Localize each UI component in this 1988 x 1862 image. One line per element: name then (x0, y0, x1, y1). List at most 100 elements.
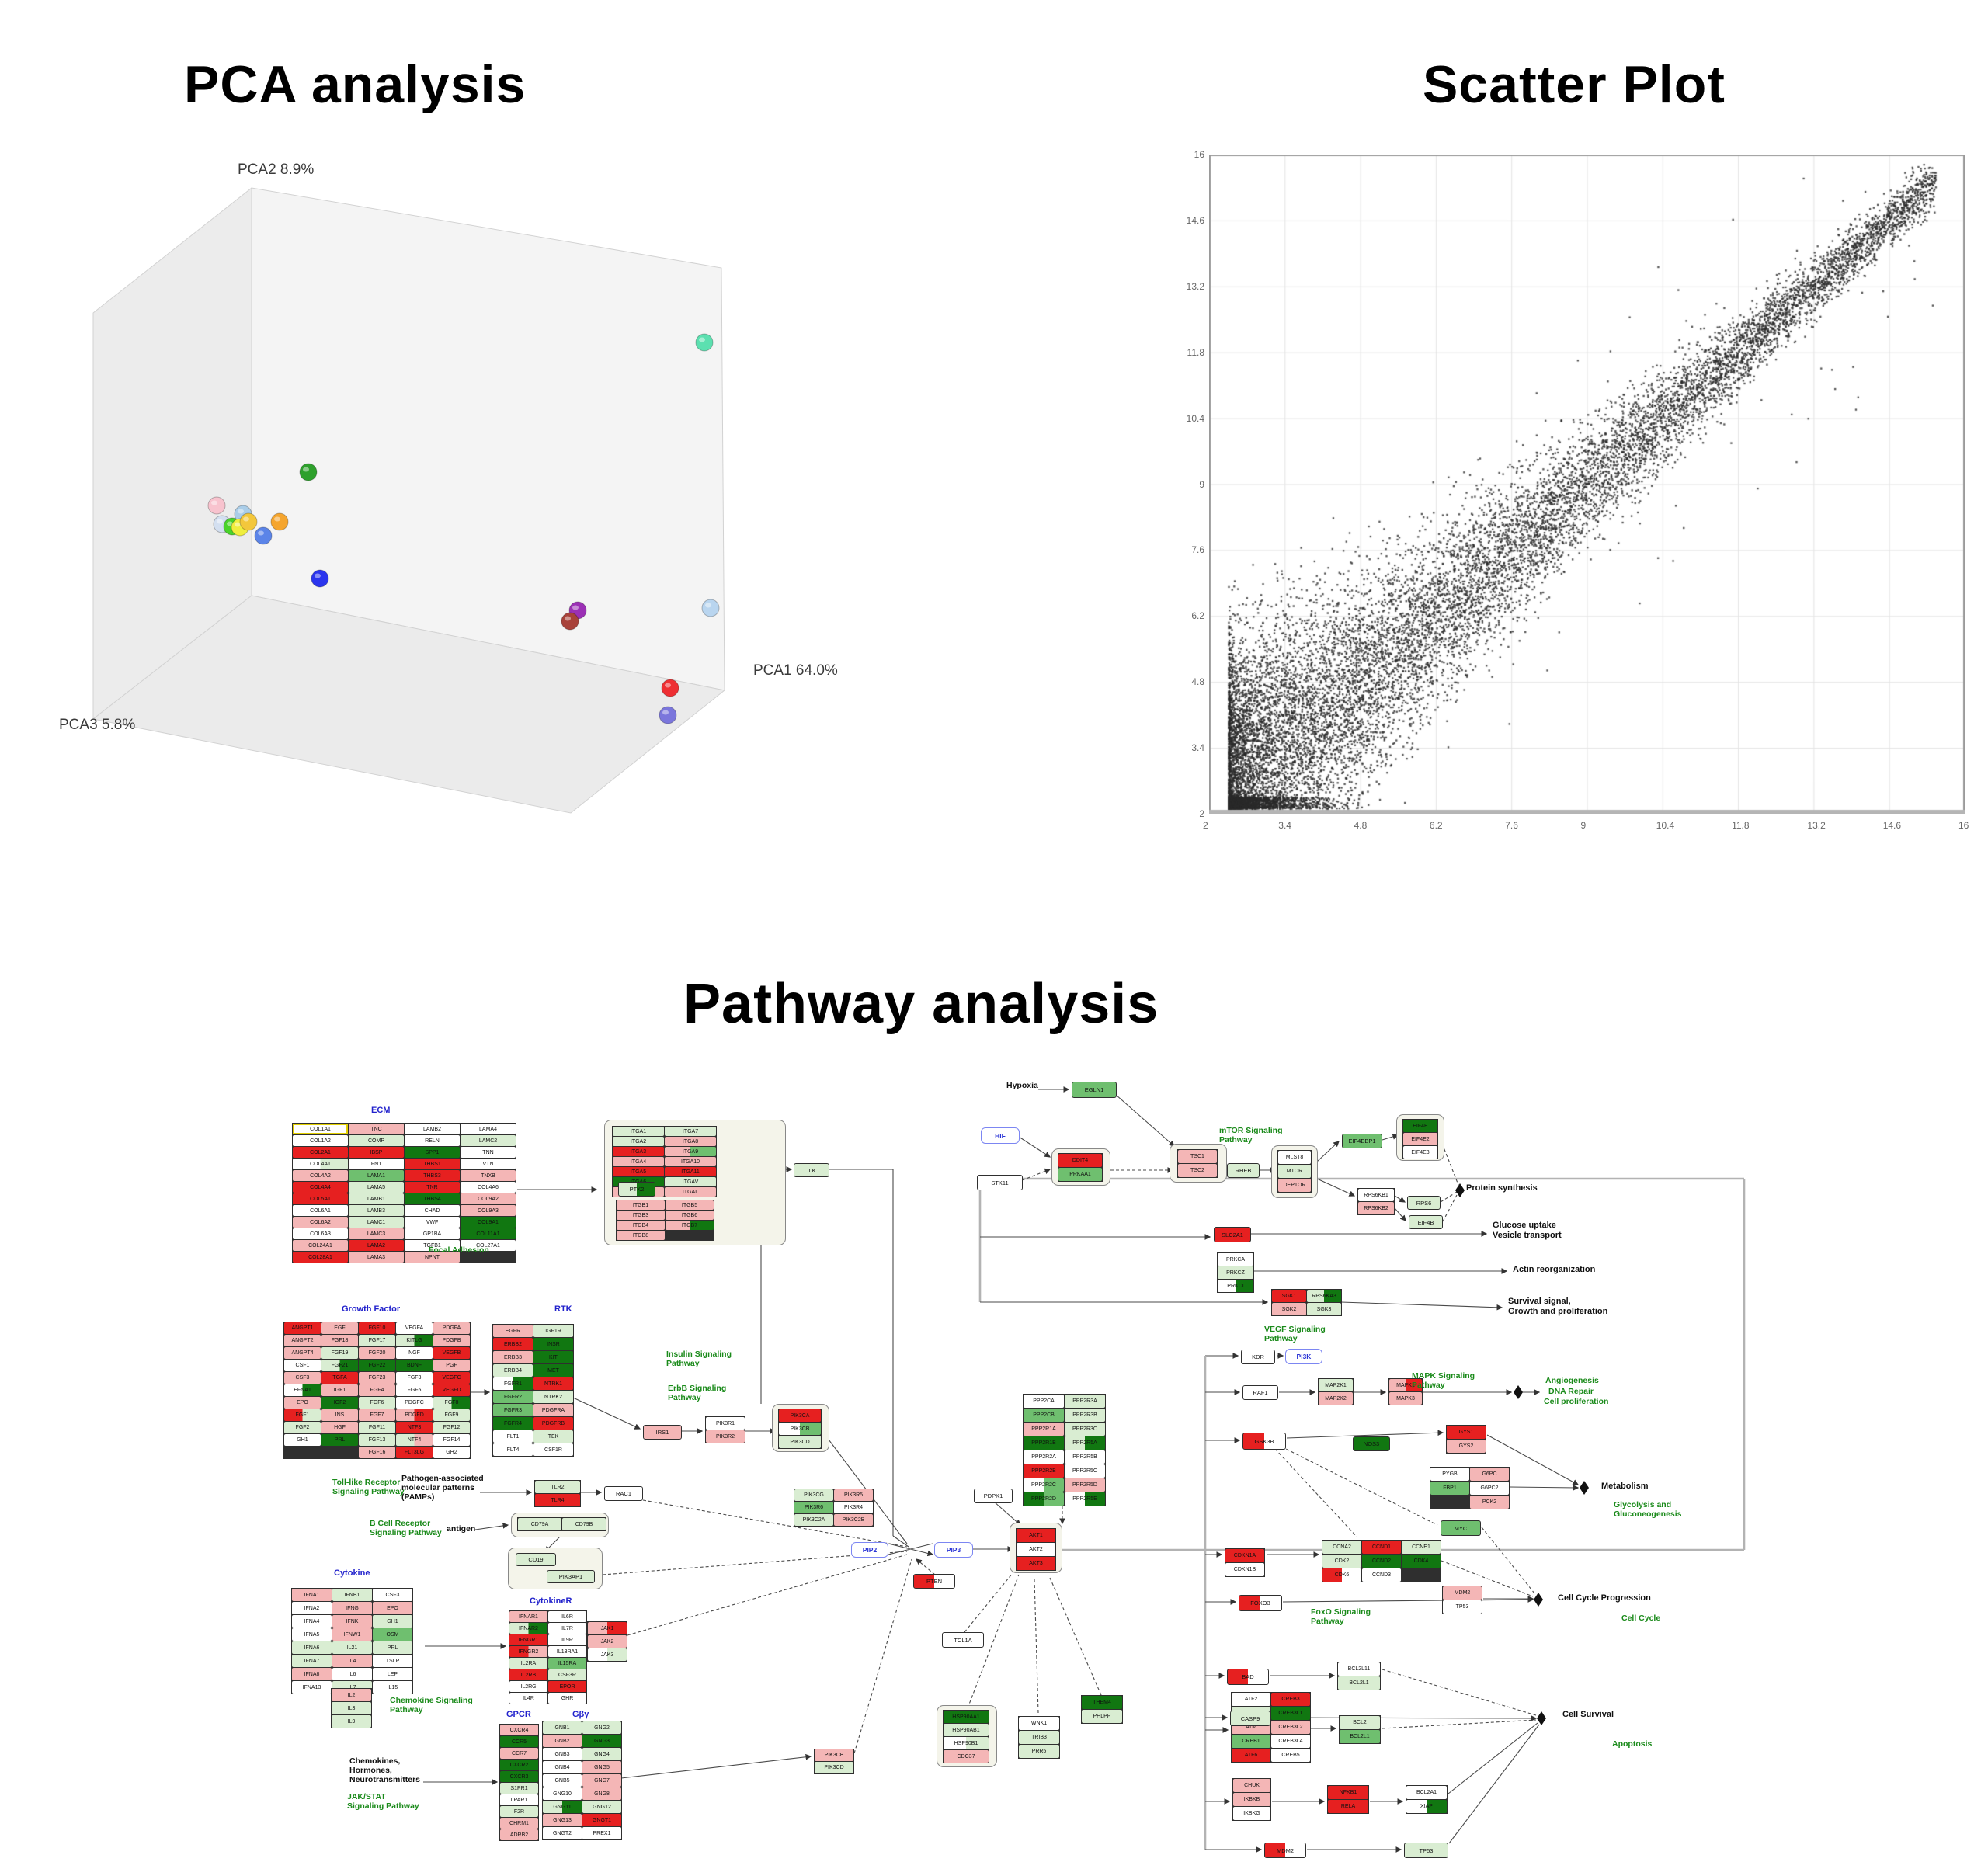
gene-box-EIF4EBP1[interactable]: EIF4EBP1 (1342, 1134, 1382, 1148)
gene-box-BCL2A1[interactable]: BCL2A1 (1406, 1786, 1447, 1799)
gene-box-PIK3R1[interactable]: PIK3R1 (706, 1417, 745, 1430)
gene-box-NFKB1[interactable]: NFKB1 (1328, 1786, 1368, 1799)
gene-box-VEGFA[interactable]: VEGFA (396, 1322, 433, 1334)
gene-box-IFNW1[interactable]: IFNW1 (332, 1628, 372, 1641)
gene-box-GNG10[interactable]: GNG10 (543, 1787, 582, 1800)
gene-box-IFNB1[interactable]: IFNB1 (332, 1589, 372, 1601)
gene-box-PPP2CB[interactable]: PPP2CB (1024, 1409, 1064, 1422)
gene-box-FGF10[interactable]: FGF10 (359, 1322, 395, 1334)
gene-box-PRKCZ[interactable]: PRKCZ (1218, 1266, 1253, 1279)
gene-box-IFNA8[interactable]: IFNA8 (292, 1668, 332, 1680)
gene-box-MET[interactable]: MET (533, 1364, 573, 1377)
gene-box-COL11A1[interactable]: COL11A1 (461, 1228, 516, 1239)
gene-box-PRKCA[interactable]: PRKCA (1218, 1253, 1253, 1266)
gene-box-CSF1R[interactable]: CSF1R (533, 1443, 573, 1456)
gene-box-CREB3[interactable]: CREB3 (1271, 1693, 1310, 1706)
gene-box-GNG5[interactable]: GNG5 (582, 1761, 621, 1773)
gene-box-FGF4[interactable]: FGF4 (359, 1384, 395, 1396)
gene-box-ANGPT1[interactable]: ANGPT1 (284, 1322, 321, 1334)
gene-box-GNG3[interactable]: GNG3 (582, 1735, 621, 1747)
gene-box-MTOR[interactable]: MTOR (1278, 1165, 1311, 1178)
gene-box-COL1A1[interactable]: COL1A1 (293, 1124, 348, 1134)
gene-box-MDM2[interactable]: MDM2 (1264, 1843, 1306, 1858)
gene-box-FGF17[interactable]: FGF17 (359, 1335, 395, 1346)
gene-box-LPAR1[interactable]: LPAR1 (500, 1794, 538, 1805)
gene-box-CREB3L4[interactable]: CREB3L4 (1271, 1735, 1310, 1748)
gene-box-PPP2R3A[interactable]: PPP2R3A (1065, 1395, 1105, 1408)
gene-box-NPNT[interactable]: NPNT (405, 1252, 460, 1263)
gene-box-COL6A3[interactable]: COL6A3 (293, 1228, 348, 1239)
gene-box-TNC[interactable]: TNC (349, 1124, 404, 1134)
gene-box-ITGB8[interactable]: ITGB8 (617, 1231, 665, 1240)
gene-box-LAMA2[interactable]: LAMA2 (349, 1240, 404, 1251)
gene-box-RAC1[interactable]: RAC1 (604, 1486, 643, 1501)
gene-box-LAMC1[interactable]: LAMC1 (349, 1217, 404, 1228)
gene-box-ITGB4[interactable]: ITGB4 (617, 1221, 665, 1230)
gene-box-PPP2R2A[interactable]: PPP2R2A (1024, 1450, 1064, 1464)
gene-box-ERBB3[interactable]: ERBB3 (493, 1351, 533, 1363)
gene-box-BAD[interactable]: BAD (1227, 1669, 1269, 1685)
gene-box-PPP2R5E[interactable]: PPP2R5E (1065, 1492, 1105, 1506)
gene-box-CXCR4[interactable]: CXCR4 (500, 1725, 538, 1735)
gene-box-IFNGR1[interactable]: IFNGR1 (509, 1634, 547, 1645)
gene-box-GP1BA[interactable]: GP1BA (405, 1228, 460, 1239)
gene-box-NGF[interactable]: NGF (396, 1347, 433, 1359)
gene-box-HSP90AA1[interactable]: HSP90AA1 (944, 1711, 989, 1723)
gene-box-RPS6[interactable]: RPS6 (1407, 1196, 1441, 1210)
gene-box-PPP2R2C[interactable]: PPP2R2C (1024, 1478, 1064, 1492)
gene-box-CASP9[interactable]: CASP9 (1230, 1711, 1270, 1726)
gene-box-COMP[interactable]: COMP (349, 1135, 404, 1146)
gene-box-CXCR2[interactable]: CXCR2 (500, 1760, 538, 1770)
gene-box-EGF[interactable]: EGF (321, 1322, 358, 1334)
gene-box-GNG4[interactable]: GNG4 (582, 1748, 621, 1760)
gene-box-PIK3CA[interactable]: PIK3CA (779, 1409, 821, 1422)
gene-box-BCL2[interactable]: BCL2 (1340, 1716, 1380, 1729)
gene-box-CD19[interactable]: CD19 (516, 1553, 556, 1566)
gene-box-PIK3C2A[interactable]: PIK3C2A (794, 1514, 833, 1526)
gene-box-CHUK[interactable]: CHUK (1233, 1779, 1270, 1792)
gene-box-ITGA9[interactable]: ITGA9 (665, 1147, 716, 1156)
gene-box-FGF8[interactable]: FGF8 (433, 1397, 470, 1409)
gene-box-CREB3L2[interactable]: CREB3L2 (1271, 1721, 1310, 1734)
gene-box-EIF4B[interactable]: EIF4B (1409, 1215, 1443, 1229)
gene-box-GNG13[interactable]: GNG13 (543, 1814, 582, 1826)
gene-box-AKT3[interactable]: AKT3 (1017, 1557, 1055, 1570)
gene-box-F2R[interactable]: F2R (500, 1806, 538, 1817)
gene-box-PIK3R2[interactable]: PIK3R2 (706, 1430, 745, 1443)
gene-box-VEGFB[interactable]: VEGFB (433, 1347, 470, 1359)
gene-box-PIK3CB[interactable]: PIK3CB (779, 1423, 821, 1435)
gene-box-COL6A1[interactable]: COL6A1 (293, 1205, 348, 1216)
gene-box-COL1A2[interactable]: COL1A2 (293, 1135, 348, 1146)
gene-box-HSP90AB1[interactable]: HSP90AB1 (944, 1724, 989, 1736)
gene-box-TNR[interactable]: TNR (405, 1182, 460, 1193)
gene-box-MAPK1[interactable]: MAPK1 (1389, 1379, 1422, 1391)
gene-box-ITGA1[interactable]: ITGA1 (613, 1127, 664, 1136)
gene-box-THBS3[interactable]: THBS3 (405, 1170, 460, 1181)
gene-box-IL15[interactable]: IL15 (373, 1681, 412, 1694)
gene-box-FGFR3[interactable]: FGFR3 (493, 1404, 533, 1416)
gene-box-ERBB2[interactable]: ERBB2 (493, 1338, 533, 1350)
gene-box-IL3[interactable]: IL3 (332, 1702, 371, 1714)
gene-box-LAMC2[interactable]: LAMC2 (461, 1135, 516, 1146)
gene-box-FGF22[interactable]: FGF22 (359, 1360, 395, 1371)
gene-box-FGF9[interactable]: FGF9 (433, 1409, 470, 1421)
gene-box-ITGAV[interactable]: ITGAV (665, 1177, 716, 1186)
gene-box-IFNA5[interactable]: IFNA5 (292, 1628, 332, 1641)
gene-box-PRKCI[interactable]: PRKCI (1218, 1280, 1253, 1292)
gene-box-NOS3[interactable]: NOS3 (1353, 1436, 1390, 1451)
gene-box-PDGFB[interactable]: PDGFB (433, 1335, 470, 1346)
gene-box-FGF20[interactable]: FGF20 (359, 1347, 395, 1359)
gene-box-HSP90B1[interactable]: HSP90B1 (944, 1737, 989, 1749)
gene-box-COL5A1[interactable]: COL5A1 (293, 1193, 348, 1204)
gene-box-IFNA4[interactable]: IFNA4 (292, 1615, 332, 1628)
gene-box-RPS6KB2[interactable]: RPS6KB2 (1358, 1202, 1394, 1214)
gene-box-CHRM1[interactable]: CHRM1 (500, 1818, 538, 1829)
gene-box-PIK3CB[interactable]: PIK3CB (815, 1749, 853, 1761)
gene-box-IFNA6[interactable]: IFNA6 (292, 1641, 332, 1654)
gene-box-FLT4[interactable]: FLT4 (493, 1443, 533, 1456)
gene-box-CREB1[interactable]: CREB1 (1232, 1735, 1270, 1748)
gene-box-IL21[interactable]: IL21 (332, 1641, 372, 1654)
gene-box-XIAP[interactable]: XIAP (1406, 1800, 1447, 1813)
gene-box-PTEN[interactable]: PTEN (913, 1574, 955, 1589)
gene-box-COL4A1[interactable]: COL4A1 (293, 1159, 348, 1169)
